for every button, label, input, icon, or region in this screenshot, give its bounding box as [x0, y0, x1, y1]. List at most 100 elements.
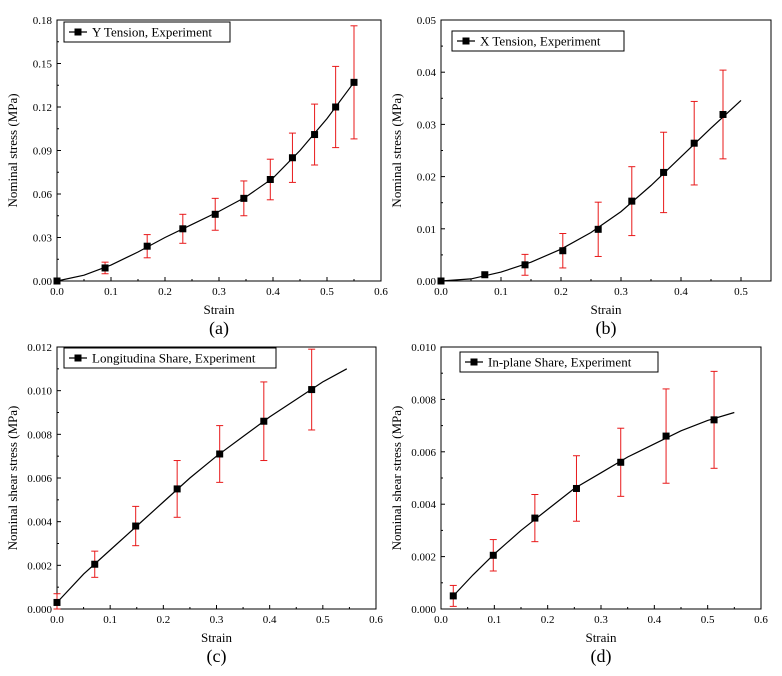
data-point — [719, 110, 727, 118]
panel-b: 0.0 0.1 0.2 0.3 0.4 0.5 0.00 0.01 0.02 0.03 0.04 0.… — [389, 15, 772, 339]
y-tick-label: 0.05 — [417, 15, 437, 27]
y-tick-label: 0.01 — [417, 224, 436, 236]
x-axis-label: Strain — [201, 630, 233, 645]
legend-box — [459, 351, 659, 373]
data-point — [531, 514, 539, 522]
panel-c: 0.0 0.1 0.2 0.3 0.4 0.5 0.6 0.000 0.002 0.004 0.00… — [5, 342, 383, 667]
panel-d: 0.0 0.1 0.2 0.3 0.4 0.5 0.6 0.000 0.002 0.004 0.00… — [389, 342, 768, 667]
legend-label: In-plane Share, Experiment — [488, 355, 632, 370]
y-tick-label: 0.18 — [33, 15, 53, 27]
data-point — [266, 176, 274, 183]
y-tick-label: 0.010 — [411, 342, 436, 354]
data-point — [240, 194, 248, 202]
x-tick-label: 0.0 — [434, 614, 448, 626]
x-tick-label: 0.5 — [734, 286, 748, 298]
x-tick-label: 0.0 — [434, 286, 448, 298]
x-tick-label: 0.5 — [320, 286, 334, 298]
x-tick-label: 0.4 — [674, 286, 688, 298]
data-point — [91, 560, 99, 568]
data-point — [179, 225, 187, 233]
x-tick-label: 0.4 — [263, 614, 277, 626]
legend-marker-swatch — [74, 354, 82, 362]
x-tick-label: 0.5 — [701, 614, 715, 626]
y-tick-label: 0.000 — [411, 604, 436, 616]
data-point — [628, 197, 636, 205]
legend-label: Y Tension, Experiment — [92, 25, 212, 40]
x-tick-label: 0.4 — [647, 614, 661, 626]
y-tick-label: 0.002 — [27, 560, 52, 572]
panel-a: 0.0 0.1 0.2 0.3 0.4 0.5 0.6 0.00 0.03 0.06 0.09 0.1… — [5, 15, 388, 339]
data-point — [437, 277, 445, 285]
data-point — [594, 225, 602, 233]
data-point — [260, 417, 268, 425]
data-point — [489, 551, 497, 559]
x-tick-label: 0.1 — [103, 614, 117, 626]
data-point — [710, 416, 718, 424]
plot-frame — [440, 19, 772, 282]
y-tick-label: 0.02 — [417, 172, 436, 184]
data-point — [481, 271, 489, 279]
x-tick-label: 0.3 — [210, 614, 224, 626]
legend-marker-swatch — [462, 37, 470, 45]
legend-box — [63, 347, 277, 369]
x-tick-label: 0.0 — [50, 614, 64, 626]
y-tick-label: 0.008 — [27, 429, 52, 441]
y-tick-label: 0.002 — [411, 552, 436, 564]
data-point — [449, 592, 457, 600]
legend-label: X Tension, Experiment — [480, 34, 601, 49]
data-point — [53, 277, 61, 285]
x-tick-label: 0.6 — [754, 614, 768, 626]
plot-frame — [56, 19, 382, 282]
y-axis-label: Nominal stress (MPa) — [389, 93, 404, 207]
fit-curve — [452, 411, 735, 597]
x-tick-label: 0.6 — [369, 614, 383, 626]
y-tick-label: 0.12 — [33, 102, 52, 114]
x-tick-label: 0.3 — [614, 286, 628, 298]
x-tick-label: 0.0 — [50, 286, 64, 298]
x-tick-label: 0.1 — [494, 286, 508, 298]
y-tick-label: 0.010 — [27, 386, 52, 398]
data-point — [311, 131, 319, 139]
y-tick-label: 0.00 — [417, 276, 437, 288]
fit-curve — [56, 368, 348, 603]
panel-label: (a) — [209, 318, 229, 339]
y-tick-label: 0.004 — [411, 499, 436, 511]
x-axis-label: Strain — [590, 302, 622, 317]
legend-marker-swatch — [470, 358, 478, 366]
y-axis-label: Nominal shear stress (MPa) — [389, 406, 404, 551]
y-tick-label: 0.15 — [33, 59, 53, 71]
data-point — [617, 458, 625, 466]
data-point — [211, 210, 219, 218]
data-point — [143, 242, 151, 250]
y-tick-label: 0.03 — [417, 119, 437, 131]
data-point — [173, 485, 181, 493]
x-tick-label: 0.1 — [104, 286, 118, 298]
y-tick-label: 0.008 — [411, 394, 436, 406]
x-tick-label: 0.5 — [316, 614, 330, 626]
y-axis-label: Nominal shear stress (MPa) — [5, 406, 20, 551]
fit-curve — [56, 81, 355, 282]
data-point — [521, 261, 529, 269]
x-tick-label: 0.2 — [554, 286, 568, 298]
data-point — [332, 103, 340, 111]
x-axis-label: Strain — [585, 630, 617, 645]
plot-frame — [56, 346, 377, 610]
data-point — [559, 247, 567, 255]
panel-label: (b) — [596, 318, 617, 339]
plot-frame — [440, 346, 762, 610]
data-point — [572, 484, 580, 492]
legend-marker-swatch — [74, 28, 82, 36]
data-point — [288, 154, 296, 162]
data-point — [101, 264, 109, 272]
x-tick-label: 0.3 — [594, 614, 608, 626]
y-tick-label: 0.03 — [33, 233, 53, 245]
y-tick-label: 0.004 — [27, 517, 52, 529]
x-tick-label: 0.1 — [487, 614, 501, 626]
data-point — [660, 168, 668, 176]
fit-curve — [440, 99, 742, 282]
y-tick-label: 0.04 — [417, 67, 437, 79]
y-tick-label: 0.06 — [33, 189, 53, 201]
data-point — [216, 450, 224, 458]
y-tick-label: 0.006 — [27, 473, 52, 485]
panel-label: (d) — [591, 646, 612, 667]
